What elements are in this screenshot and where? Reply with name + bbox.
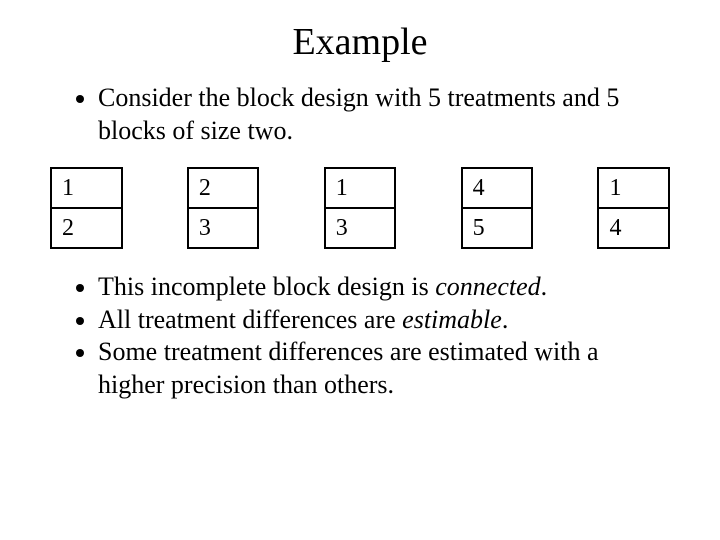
block-cell: 5 [462,208,533,248]
block-cell: 2 [51,208,122,248]
bullet-em: estimable [402,305,502,334]
blocks-table: 1 2 1 4 1 2 3 3 5 4 [50,167,670,249]
block-cell: 1 [598,168,669,208]
block-sep [532,208,598,248]
bullet-list-bottom: This incomplete block design is connecte… [50,271,670,401]
block-cell: 4 [462,168,533,208]
block-sep [122,168,188,208]
page-title: Example [50,20,670,64]
bullet-text: . [541,272,548,301]
bullet-text: All treatment differences are [98,305,402,334]
block-sep [258,208,324,248]
bullet-list-top: Consider the block design with 5 treatme… [50,82,670,147]
bullet-connected: This incomplete block design is connecte… [98,271,670,304]
table-row: 1 2 1 4 1 [51,168,669,208]
bullet-precision: Some treatment differences are estimated… [98,336,670,401]
bullet-estimable: All treatment differences are estimable. [98,304,670,337]
block-sep [395,208,461,248]
table-row: 2 3 3 5 4 [51,208,669,248]
block-sep [532,168,598,208]
bullet-em: connected [435,272,540,301]
block-cell: 1 [51,168,122,208]
bullet-intro: Consider the block design with 5 treatme… [98,82,670,147]
blocks-table-wrap: 1 2 1 4 1 2 3 3 5 4 [50,167,670,249]
bullet-text: This incomplete block design is [98,272,435,301]
block-cell: 3 [325,208,396,248]
block-sep [395,168,461,208]
block-cell: 4 [598,208,669,248]
block-cell: 1 [325,168,396,208]
block-sep [258,168,324,208]
block-cell: 2 [188,168,259,208]
block-sep [122,208,188,248]
bullet-text: . [502,305,509,334]
block-cell: 3 [188,208,259,248]
